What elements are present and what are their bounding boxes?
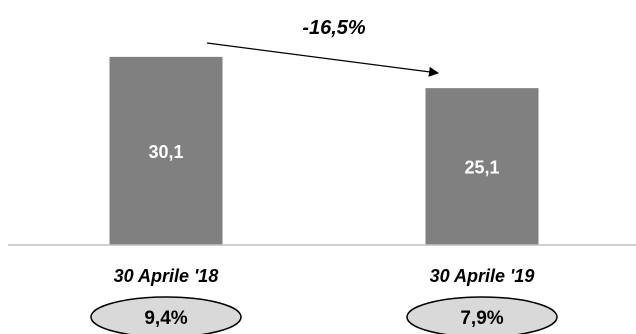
category-label-1: 30 Aprile '18 [114,266,219,286]
labels-layer: 30,1 30 Aprile '18 9,4% 25,1 30 Aprile '19 7,… [90,142,558,334]
bar-value-label-2: 25,1 [464,158,499,178]
change-label: -16,5% [302,17,366,39]
bars-layer [109,56,539,245]
bar-2 [425,88,539,245]
ratio-label-2: 7,9% [460,308,503,329]
bar-1 [109,56,223,245]
category-label-2: 30 Aprile '19 [430,266,535,286]
ratio-ellipse-2 [406,296,558,334]
ratio-ellipse-1 [90,296,242,334]
bar-value-label-1: 30,1 [148,142,183,162]
change-arrow [206,42,439,77]
ratio-label-1: 9,4% [144,308,187,329]
